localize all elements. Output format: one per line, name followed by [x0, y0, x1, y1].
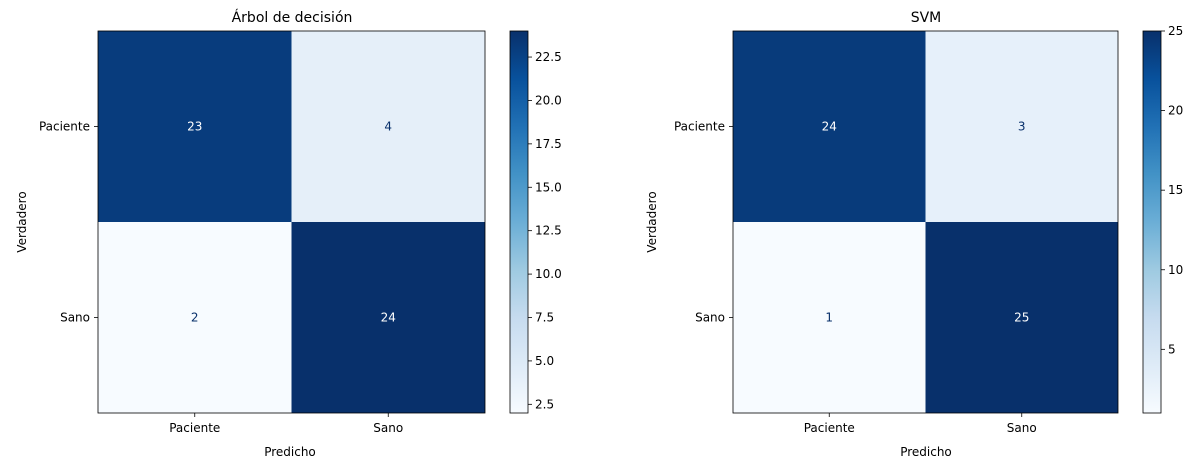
axis-ticks: Paciente Sano Paciente Sano: [39, 120, 403, 436]
chart-title: SVM: [911, 10, 942, 26]
y-axis-label: Verdadero: [645, 191, 659, 252]
cell-value-r1-c1: 25: [1014, 311, 1029, 325]
cell-value-r1-c1: 24: [381, 311, 396, 325]
cell-value-r0-c1: 4: [384, 120, 392, 134]
x-tick-label: Sano: [1007, 421, 1037, 435]
matrix-cells: 24 3 1 25: [732, 30, 1119, 414]
colorbar-tick-label: 20.0: [535, 93, 562, 107]
colorbar-tick-label: 15: [1168, 183, 1183, 197]
colorbar-tick-label: 5.0: [535, 354, 554, 368]
x-axis-label: Predicho: [900, 445, 952, 459]
cell-r0-c1: [291, 31, 485, 222]
axes-frame: [732, 30, 1119, 414]
x-tick-label: Paciente: [169, 421, 220, 435]
axes-frame: [97, 30, 486, 414]
y-axis-label: Verdadero: [15, 191, 29, 252]
y-tick-label: Paciente: [39, 120, 90, 134]
axis-ticks: Paciente Sano Paciente Sano: [674, 120, 1037, 436]
chart-title: Árbol de decisión: [232, 9, 353, 26]
colorbar: 5 10 15 20 25: [1142, 24, 1183, 414]
cell-value-r0-c0: 23: [187, 120, 202, 134]
x-tick-label: Sano: [373, 421, 403, 435]
colorbar-tick-label: 15.0: [535, 180, 562, 194]
cell-value-r1-c0: 2: [191, 311, 199, 325]
colorbar-tick-label: 10.0: [535, 267, 562, 281]
svm-panel: SVM 24 3 1 25 Paciente Sano Paciente Sano Pred…: [645, 10, 1183, 459]
colorbar-tick-label: 2.5: [535, 397, 554, 411]
colorbar-tick-label: 17.5: [535, 137, 562, 151]
x-tick-label: Paciente: [804, 421, 855, 435]
colorbar-tick-label: 25: [1168, 24, 1183, 38]
colorbar-tick-label: 20: [1168, 104, 1183, 118]
colorbar: 2.5 5.0 7.5 10.0 12.5 15.0 17.5 20.0 22.5: [509, 30, 562, 414]
colorbar-tick-label: 5: [1168, 342, 1176, 356]
colorbar-gradient: [1142, 30, 1162, 414]
x-axis-label: Predicho: [264, 445, 316, 459]
matrix-cells: 23 4 2 24: [97, 30, 486, 414]
colorbar-tick-label: 12.5: [535, 224, 562, 238]
colorbar-tick-label: 22.5: [535, 50, 562, 64]
y-tick-label: Paciente: [674, 120, 725, 134]
colorbar-tick-label: 10: [1168, 263, 1183, 277]
cell-r1-c1: [925, 222, 1118, 413]
cell-value-r0-c0: 24: [822, 120, 837, 134]
colorbar-tick-label: 7.5: [535, 311, 554, 325]
colorbar-gradient: [509, 30, 529, 414]
cell-r0-c1: [925, 31, 1118, 222]
cell-r1-c1: [291, 222, 485, 413]
cell-value-r1-c0: 1: [825, 311, 833, 325]
cell-r0-c0: [98, 31, 292, 222]
cell-r1-c0: [98, 222, 292, 413]
y-tick-label: Sano: [695, 311, 725, 325]
cell-r0-c0: [733, 31, 926, 222]
y-tick-label: Sano: [60, 311, 90, 325]
cell-value-r0-c1: 3: [1018, 120, 1026, 134]
decision-tree-panel: Árbol de decisión 23 42 24 Paciente SanoPac…: [15, 9, 562, 459]
cell-r1-c0: [733, 222, 926, 413]
